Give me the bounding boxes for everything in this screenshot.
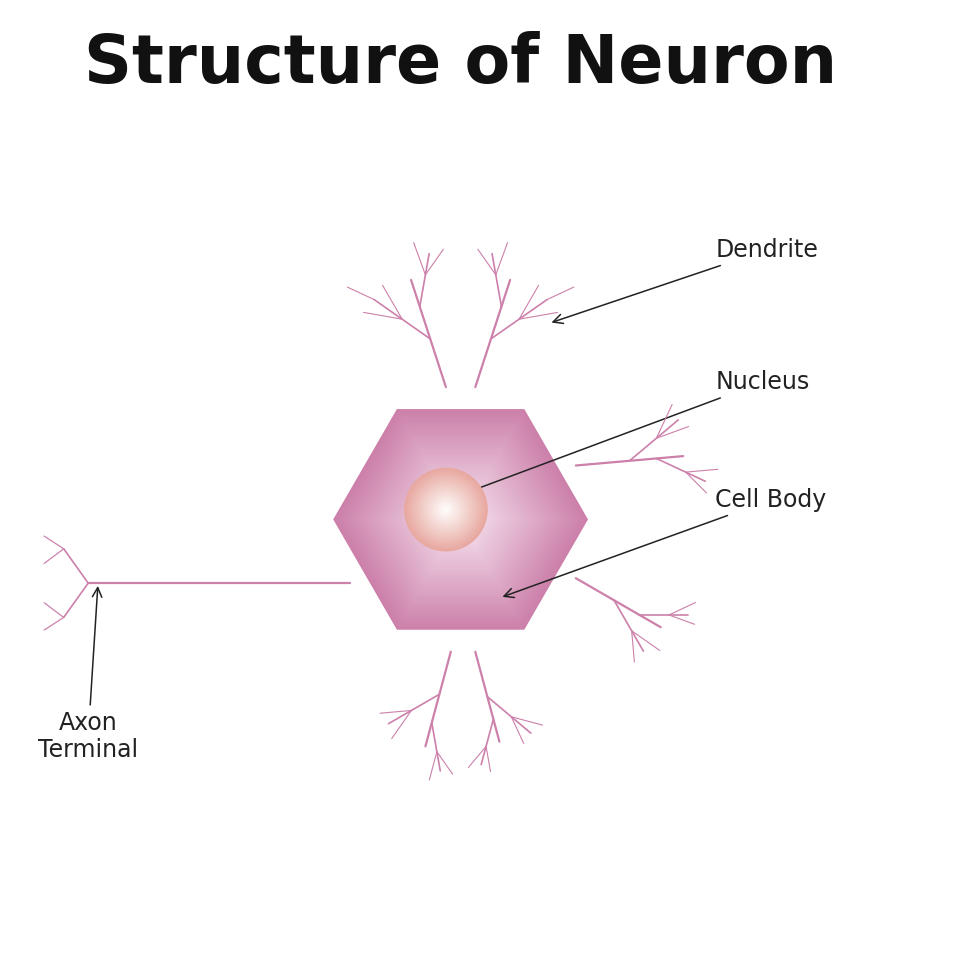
Circle shape <box>413 476 479 543</box>
Circle shape <box>422 486 469 533</box>
Circle shape <box>440 504 452 515</box>
Circle shape <box>417 481 474 538</box>
Circle shape <box>426 490 466 529</box>
Circle shape <box>413 476 479 543</box>
Circle shape <box>423 487 468 532</box>
Circle shape <box>409 472 483 547</box>
Circle shape <box>441 505 451 514</box>
Circle shape <box>407 470 485 549</box>
Circle shape <box>416 479 476 540</box>
Circle shape <box>412 475 480 544</box>
Circle shape <box>442 506 450 514</box>
Circle shape <box>418 482 473 537</box>
Circle shape <box>427 491 465 528</box>
Circle shape <box>444 508 448 512</box>
Text: Axon
Terminal: Axon Terminal <box>38 588 138 762</box>
Circle shape <box>409 472 483 547</box>
Text: Cell Body: Cell Body <box>504 488 827 598</box>
Circle shape <box>414 477 478 542</box>
Circle shape <box>426 490 466 529</box>
Circle shape <box>441 505 451 514</box>
Circle shape <box>406 469 486 550</box>
Circle shape <box>430 494 462 525</box>
Circle shape <box>444 508 448 512</box>
Circle shape <box>438 502 454 517</box>
Circle shape <box>429 493 463 526</box>
Circle shape <box>416 480 475 539</box>
Circle shape <box>424 488 467 531</box>
Circle shape <box>427 491 465 528</box>
Circle shape <box>445 509 447 511</box>
Circle shape <box>434 498 458 521</box>
Circle shape <box>434 498 458 521</box>
Circle shape <box>428 492 464 527</box>
Circle shape <box>423 487 468 532</box>
Circle shape <box>439 503 453 516</box>
Text: Structure of Neuron: Structure of Neuron <box>84 30 837 97</box>
Circle shape <box>433 497 459 522</box>
Circle shape <box>410 473 482 546</box>
Circle shape <box>422 486 469 533</box>
Circle shape <box>408 471 484 548</box>
Circle shape <box>408 471 484 548</box>
Circle shape <box>421 485 470 534</box>
Circle shape <box>429 493 463 526</box>
Circle shape <box>436 500 456 519</box>
Circle shape <box>425 489 466 530</box>
Circle shape <box>407 470 485 549</box>
Circle shape <box>432 496 460 523</box>
Circle shape <box>411 474 481 545</box>
Circle shape <box>432 496 460 523</box>
Circle shape <box>411 474 481 545</box>
Text: Nucleus: Nucleus <box>465 370 809 495</box>
Circle shape <box>416 479 476 541</box>
Circle shape <box>414 477 478 542</box>
Circle shape <box>437 501 455 518</box>
Circle shape <box>424 488 467 531</box>
Circle shape <box>419 483 472 536</box>
Text: Dendrite: Dendrite <box>553 238 818 323</box>
Circle shape <box>439 503 453 516</box>
Circle shape <box>437 501 455 518</box>
Circle shape <box>442 506 450 514</box>
Circle shape <box>420 484 471 535</box>
Circle shape <box>417 481 474 538</box>
Circle shape <box>443 507 449 513</box>
Circle shape <box>430 494 462 525</box>
Circle shape <box>440 504 452 515</box>
Circle shape <box>405 468 487 551</box>
Circle shape <box>419 483 472 536</box>
Circle shape <box>445 509 447 511</box>
Circle shape <box>435 500 457 519</box>
Circle shape <box>443 507 449 513</box>
Circle shape <box>431 495 461 524</box>
Circle shape <box>433 497 459 522</box>
Circle shape <box>415 478 477 541</box>
Circle shape <box>416 480 475 539</box>
Circle shape <box>410 473 482 546</box>
Circle shape <box>428 492 464 527</box>
Circle shape <box>435 499 457 520</box>
Circle shape <box>421 485 470 534</box>
Circle shape <box>406 469 486 550</box>
Circle shape <box>438 502 454 517</box>
Circle shape <box>420 484 471 535</box>
Circle shape <box>431 495 461 524</box>
Circle shape <box>418 482 473 537</box>
Circle shape <box>412 475 480 544</box>
